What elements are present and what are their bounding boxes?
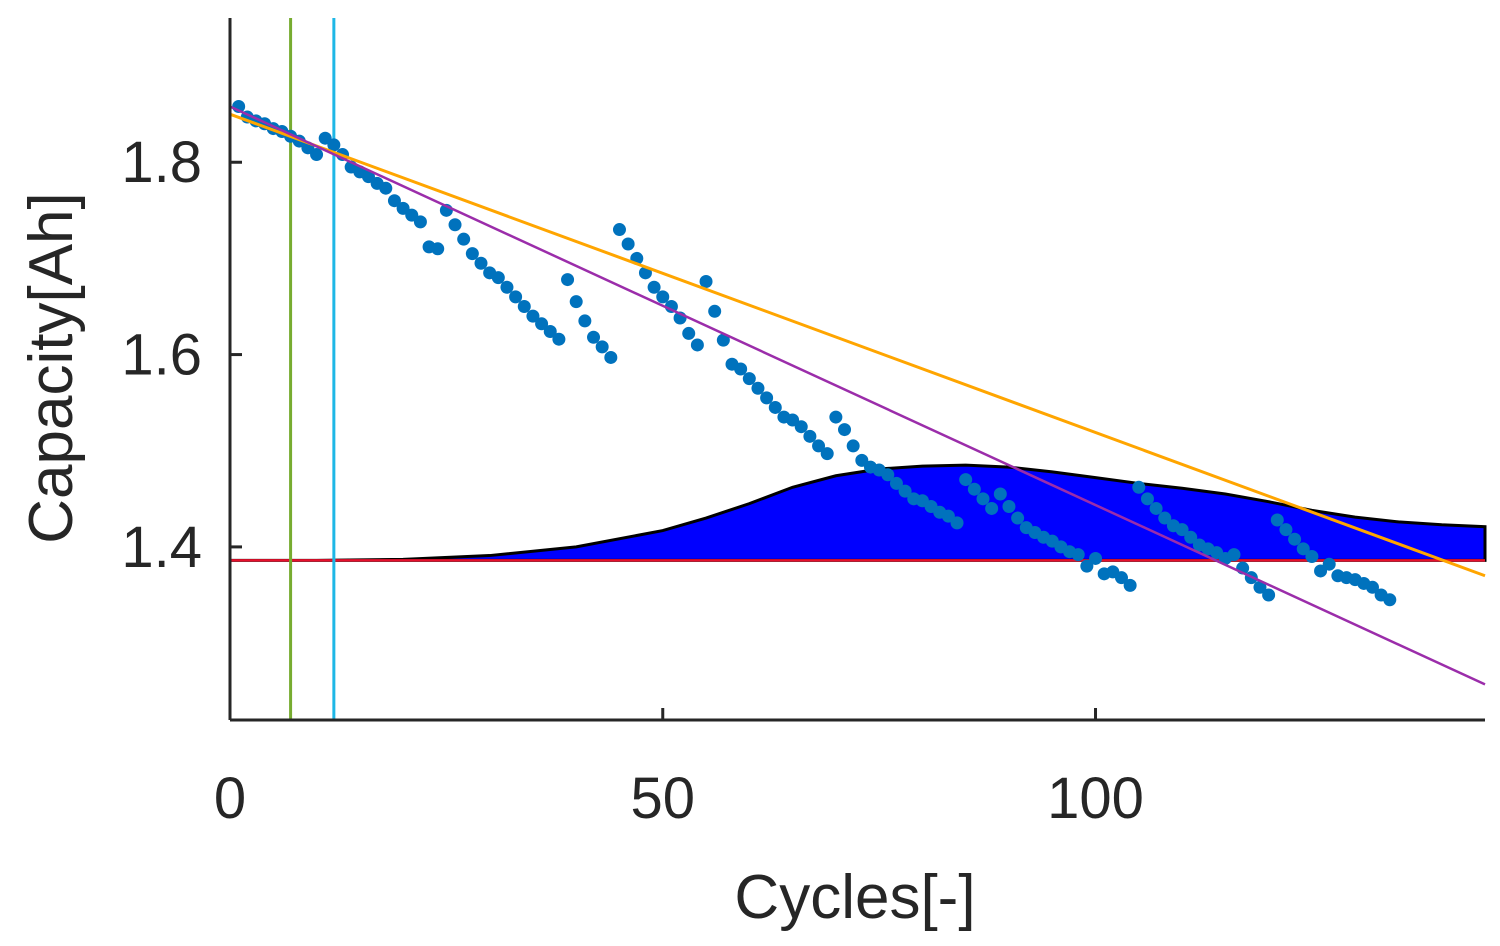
data-point: [500, 280, 514, 294]
data-point: [682, 326, 696, 340]
data-point: [569, 295, 583, 309]
data-point: [976, 492, 990, 506]
data-point: [474, 256, 488, 270]
data-point: [794, 420, 808, 434]
data-point: [413, 215, 427, 229]
data-point: [1253, 580, 1267, 594]
data-point: [543, 324, 557, 338]
data-point: [327, 138, 341, 152]
data-point: [1149, 501, 1163, 515]
data-point: [604, 350, 618, 364]
data-point: [561, 273, 575, 287]
data-point: [829, 410, 843, 424]
fit-line-purple: [229, 105, 1486, 686]
data-point: [1140, 492, 1154, 506]
data-point: [812, 439, 826, 453]
data-point: [517, 299, 531, 313]
data-point: [1089, 551, 1103, 565]
data-point: [535, 317, 549, 331]
data-point: [509, 290, 523, 304]
data-point: [898, 484, 912, 498]
data-point: [1322, 557, 1336, 571]
data-point: [1279, 523, 1293, 537]
data-point: [1305, 550, 1319, 564]
distribution-area: [230, 463, 1487, 562]
data-point: [1365, 580, 1379, 594]
data-point: [1262, 588, 1276, 602]
data-point: [950, 516, 964, 530]
data-point: [838, 423, 852, 437]
y-tick-label: 1.8: [121, 130, 202, 195]
x-tick-label: 0: [214, 766, 246, 831]
fit-line-orange: [229, 112, 1486, 578]
data-point: [491, 271, 505, 285]
data-point: [1270, 513, 1284, 527]
data-point: [1080, 559, 1094, 573]
axes: 1.4 1.6 1.8 0 50 100: [121, 18, 1485, 831]
data-point: [1175, 523, 1189, 537]
data-point: [820, 447, 834, 461]
x-ticks: 0 50 100: [214, 708, 1144, 831]
data-point: [457, 232, 471, 246]
data-point: [699, 274, 713, 288]
data-point: [959, 473, 973, 487]
x-axis-title: Cycles[-]: [734, 863, 975, 932]
data-point: [1296, 542, 1310, 556]
data-point: [1184, 530, 1198, 544]
data-point: [310, 148, 324, 162]
data-point: [1002, 500, 1016, 514]
data-point: [742, 372, 756, 386]
y-tick-label: 1.4: [121, 515, 202, 580]
data-point: [656, 290, 670, 304]
y-ticks: 1.4 1.6 1.8: [121, 130, 242, 580]
data-point: [448, 218, 462, 232]
data-point: [664, 299, 678, 313]
data-point: [1288, 532, 1302, 546]
data-point: [716, 333, 730, 347]
data-point: [1227, 548, 1241, 562]
data-point: [734, 362, 748, 376]
data-point: [379, 181, 393, 195]
data-point: [1114, 571, 1128, 585]
data-point: [751, 381, 765, 395]
data-point: [1132, 480, 1146, 494]
data-point: [552, 332, 566, 346]
data-point: [846, 439, 860, 453]
data-point: [1158, 511, 1172, 525]
data-point: [993, 487, 1007, 501]
data-point: [1383, 593, 1397, 607]
data-point: [760, 391, 774, 405]
data-point: [967, 482, 981, 496]
data-point: [708, 304, 722, 318]
data-point: [985, 501, 999, 515]
data-point: [387, 194, 401, 208]
x-tick-label: 50: [631, 766, 696, 831]
data-point: [1011, 511, 1025, 525]
data-point: [1071, 548, 1085, 562]
data-point: [803, 429, 817, 443]
data-point: [526, 309, 540, 323]
data-point: [1123, 578, 1137, 592]
data-point: [431, 242, 445, 256]
data-point: [621, 237, 635, 251]
y-tick-label: 1.6: [121, 323, 202, 388]
data-point: [595, 340, 609, 354]
data-point: [587, 330, 601, 344]
data-point: [881, 468, 895, 482]
data-point: [465, 247, 479, 261]
data-point: [768, 400, 782, 414]
data-point: [889, 476, 903, 490]
plot-area: [229, 18, 1487, 720]
data-point: [578, 314, 592, 328]
data-point: [647, 280, 661, 294]
y-axis-title: Capacity[Ah]: [17, 192, 86, 544]
data-point: [612, 223, 626, 237]
x-tick-label: 100: [1047, 766, 1144, 831]
data-point: [690, 338, 704, 352]
